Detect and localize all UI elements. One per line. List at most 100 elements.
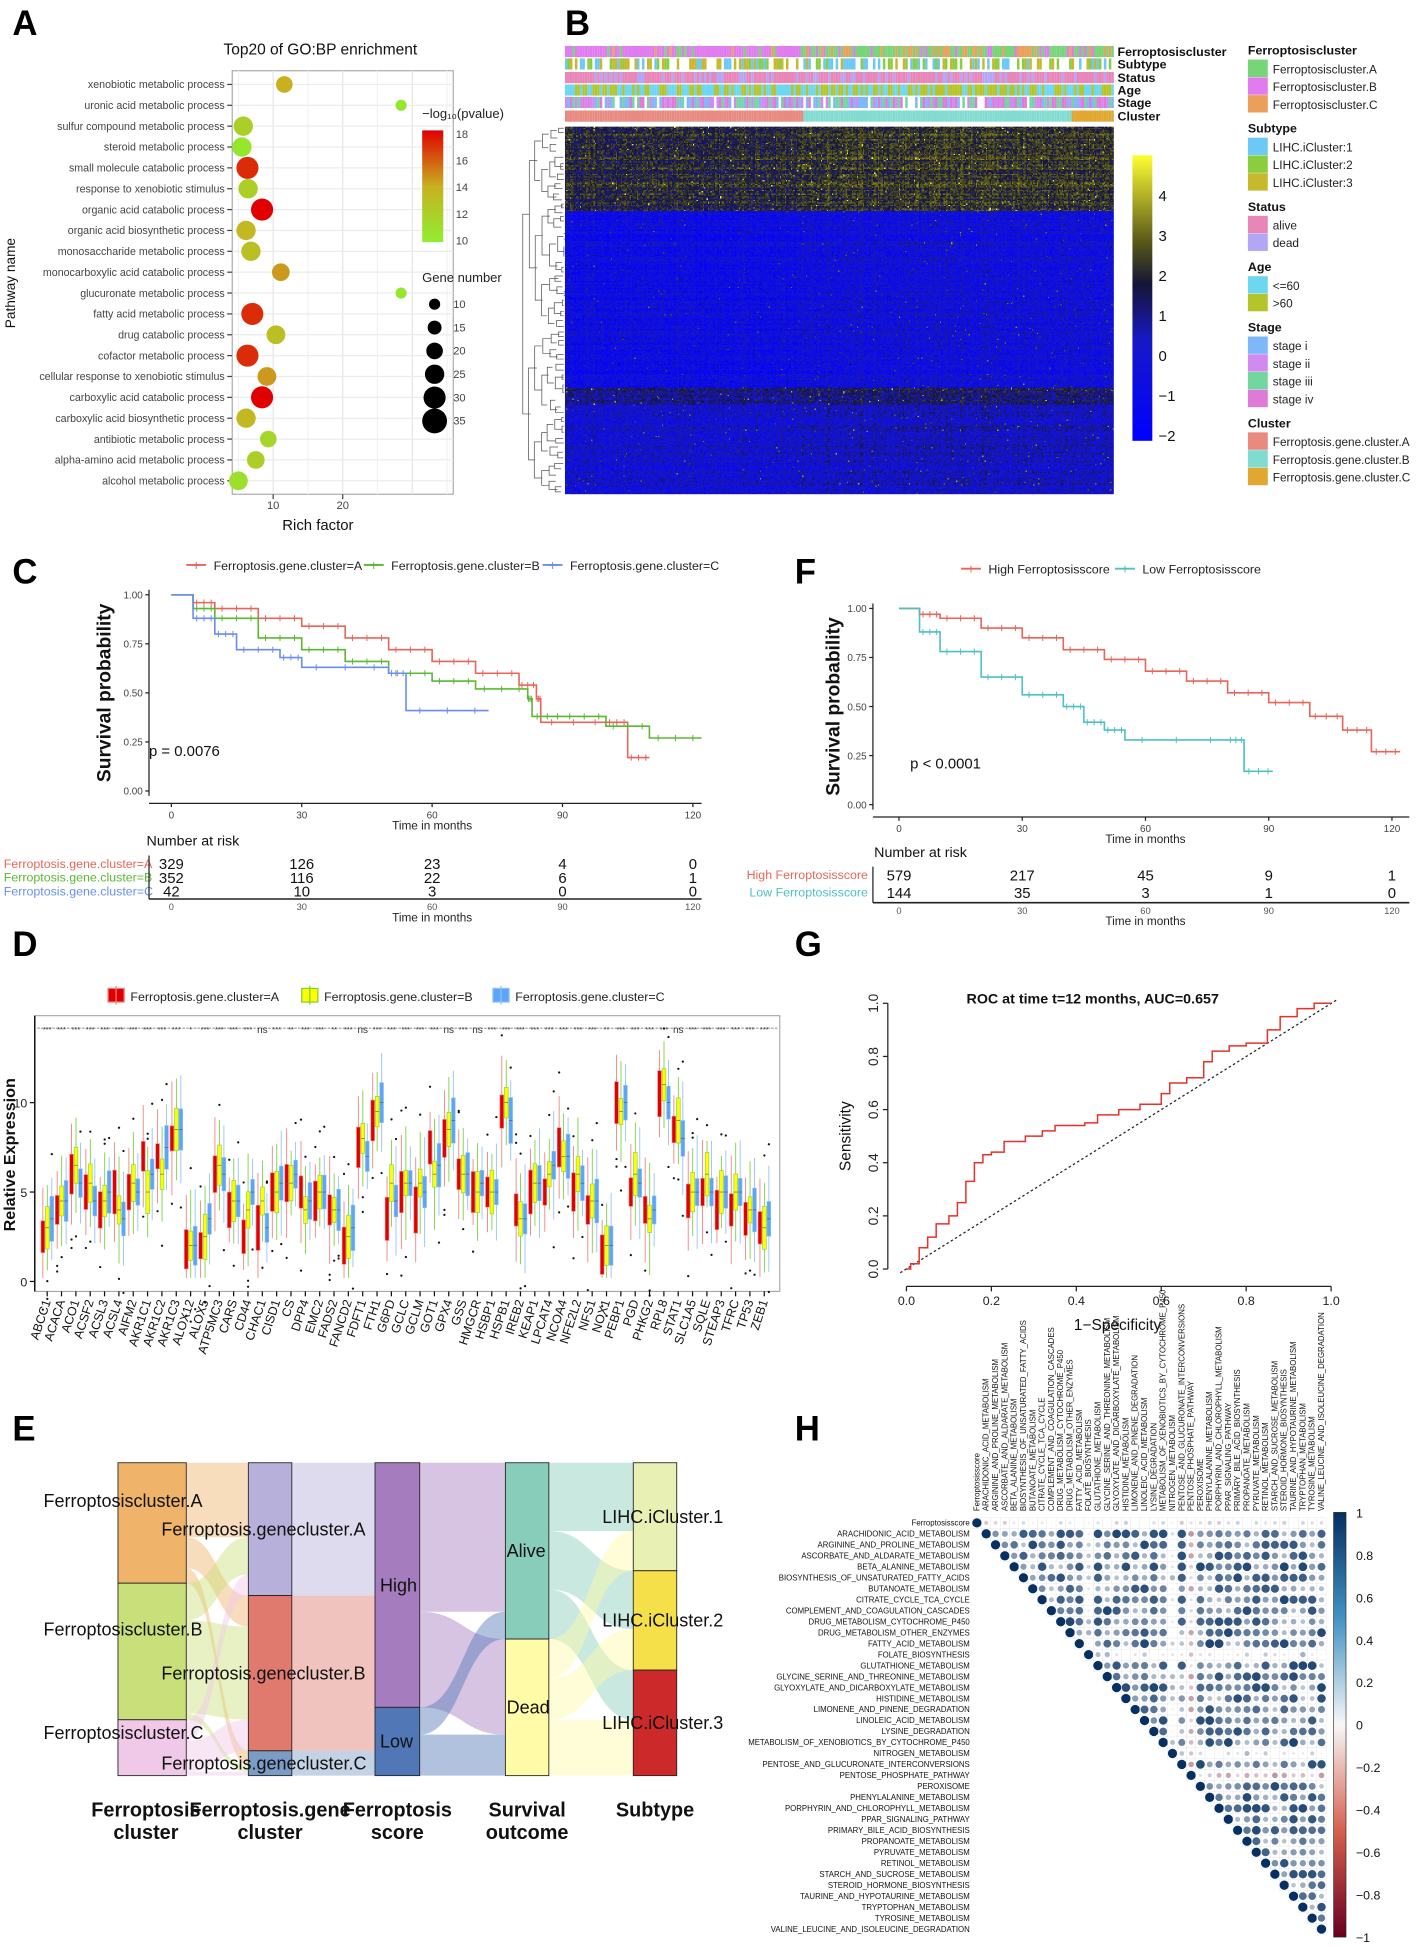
annotation-cell (677, 97, 679, 108)
outlier-point (314, 1146, 316, 1148)
annotation-cell (1012, 72, 1014, 83)
corr-circle (1215, 1552, 1224, 1561)
annotation-cell (1101, 84, 1103, 95)
significance-label: *** (129, 1025, 138, 1034)
corr-circle (1123, 1541, 1130, 1548)
corr-circle (1215, 1727, 1223, 1735)
annotation-cell (1089, 84, 1091, 95)
annotation-cell (749, 111, 751, 122)
corr-circle (1253, 1541, 1260, 1548)
corr-circle (1096, 1521, 1099, 1524)
corr-circle (1105, 1586, 1110, 1591)
corr-circle (1197, 1596, 1205, 1604)
panel-label-G: G (795, 926, 822, 964)
color-legend-tick: 18 (456, 129, 468, 141)
corr-circle (1066, 1530, 1074, 1538)
annotation-cell (975, 97, 977, 108)
survival-curve (171, 595, 488, 711)
significance-label: *** (272, 1025, 281, 1034)
sankey-node-label: Alive (507, 1541, 546, 1561)
legend-censor-icon: + (549, 558, 557, 573)
corr-circle (1123, 1585, 1130, 1592)
annotation-cell (1007, 58, 1009, 69)
corr-circle (1132, 1574, 1139, 1581)
corr-circle (1272, 1729, 1278, 1735)
legend-swatch (1248, 138, 1268, 155)
risk-table-row-label: Low Ferroptosisscore (749, 886, 868, 900)
annotation-cell (1029, 97, 1031, 108)
annotation-cell (615, 58, 617, 69)
annotation-cell (1010, 46, 1012, 57)
corr-circle (1140, 1540, 1149, 1549)
corr-circle (1291, 1608, 1296, 1613)
y-tick-label: 0.25 (123, 738, 143, 749)
risk-table-row-label: Ferroptosis.gene.cluster=A (4, 857, 153, 871)
corr-circle (1160, 1619, 1166, 1625)
corr-circle (1152, 1521, 1155, 1524)
annotation-cell (975, 84, 977, 95)
annotation-cell (1077, 111, 1079, 122)
risk-count: 0 (689, 885, 697, 901)
chart-title: Top20 of GO:BP enrichment (223, 42, 417, 59)
annotation-cell (734, 84, 736, 95)
annotation-cell (612, 72, 614, 83)
outlier-point (667, 1166, 669, 1168)
corr-circle (1113, 1640, 1120, 1647)
corr-circle (1281, 1871, 1287, 1877)
annotation-cell (992, 46, 994, 57)
annotation-cell (731, 84, 733, 95)
annotation-cell (707, 46, 709, 57)
corr-circle (1199, 1752, 1203, 1756)
corr-circle (1076, 1552, 1083, 1559)
column-label: ARGININE_AND_PROLINE_METABOLISM (991, 1359, 1000, 1511)
outlier-point (218, 1104, 220, 1106)
sankey-node-label: LIHC.iCluster.1 (602, 1507, 723, 1527)
risk-count: 144 (887, 886, 912, 902)
annotation-cell (858, 84, 860, 95)
annotation-cell (664, 46, 666, 57)
annotation-cell (1067, 111, 1069, 122)
corr-circle (1141, 1705, 1149, 1713)
corr-circle (1113, 1542, 1119, 1548)
plot-frame (35, 1016, 780, 1292)
annotation-cell (997, 46, 999, 57)
annotation-cell (711, 111, 713, 122)
annotation-cell (652, 111, 654, 122)
corr-circle (1309, 1673, 1316, 1680)
annotation-cell (1101, 111, 1103, 122)
annotation-cell (744, 111, 746, 122)
annotation-cell (920, 72, 922, 83)
annotation-cell (841, 97, 843, 108)
corr-circle (1217, 1521, 1221, 1525)
outlier-point (615, 1166, 617, 1168)
color-scale-tick: 0.4 (1356, 1634, 1373, 1648)
corr-circle (1066, 1596, 1073, 1603)
x-tick-label: 30 (296, 810, 308, 821)
annotation-cell (1094, 46, 1096, 57)
annotation-cell (704, 84, 706, 95)
annotation-cell (620, 46, 622, 57)
annotation-cell (972, 72, 974, 83)
corr-circle (1318, 1805, 1326, 1813)
annotation-cell (883, 72, 885, 83)
annotation-cell (863, 97, 865, 108)
annotation-cell (816, 111, 818, 122)
annotation-cell (950, 111, 952, 122)
corr-circle (1162, 1653, 1165, 1656)
corr-circle (972, 1518, 981, 1527)
enrichment-dot (229, 471, 248, 490)
annotation-cell (587, 97, 589, 108)
corr-circle (1299, 1826, 1307, 1834)
dendrogram-branch (558, 236, 564, 251)
annotation-cell (843, 58, 845, 69)
corr-circle (1308, 1728, 1316, 1736)
annotation-cell (565, 72, 567, 83)
corr-circle (1262, 1728, 1270, 1736)
annotation-cell (751, 58, 753, 69)
corr-circle (1168, 1749, 1177, 1758)
annotation-cell (610, 46, 612, 57)
corr-circle (1140, 1584, 1149, 1593)
annotation-cell (580, 111, 582, 122)
corr-circle (1150, 1596, 1158, 1604)
corr-circle (1272, 1772, 1278, 1778)
